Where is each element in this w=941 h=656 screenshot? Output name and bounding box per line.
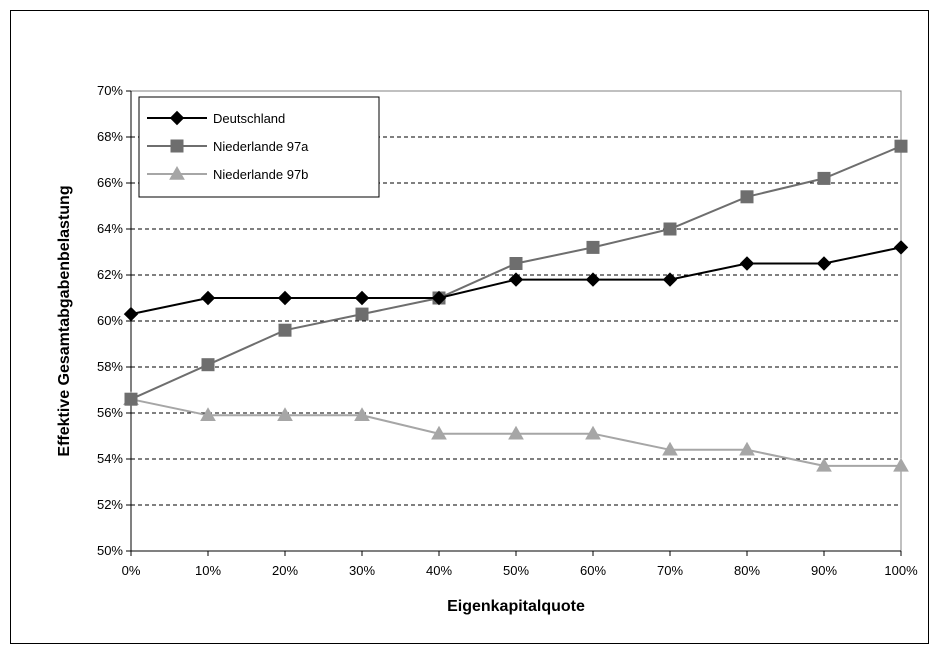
- x-tick-label: 70%: [657, 563, 683, 578]
- x-tick-label: 90%: [811, 563, 837, 578]
- data-point: [509, 257, 523, 270]
- series-deutschland: [123, 240, 909, 322]
- data-point: [278, 323, 292, 337]
- y-tick-label: 56%: [97, 405, 123, 420]
- y-tick-label: 68%: [97, 129, 123, 144]
- data-point: [662, 272, 678, 287]
- axes: 50% 52% 54% 56% 58% 60% 62% 64% 66% 68% 70% 0% 10% 20…: [97, 83, 918, 578]
- data-point: [123, 306, 139, 322]
- data-point: [354, 407, 370, 422]
- data-point: [893, 240, 909, 255]
- y-tick-label: 64%: [97, 221, 123, 236]
- data-point: [893, 457, 909, 472]
- y-tick-label: 54%: [97, 451, 123, 466]
- y-tick-label: 66%: [97, 175, 123, 190]
- data-point: [816, 256, 832, 271]
- legend-marker: [169, 165, 185, 180]
- x-tick-label: 10%: [195, 563, 221, 578]
- data-point: [277, 290, 293, 306]
- legend-label: Niederlande 97b: [213, 167, 308, 182]
- x-tick-label: 40%: [426, 563, 452, 578]
- x-tick-label: 30%: [349, 563, 375, 578]
- data-point: [662, 441, 678, 456]
- x-axis-title: Eigenkapitalquote: [447, 598, 585, 615]
- x-tick-label: 50%: [503, 563, 529, 578]
- data-point: [354, 290, 370, 306]
- y-tick-label: 52%: [97, 497, 123, 512]
- x-tick-label: 0%: [122, 563, 141, 578]
- y-axis-title: Effektive Gesamtabgabenbelastung: [56, 185, 73, 456]
- x-tick-label: 80%: [734, 563, 760, 578]
- x-tick-label: 20%: [272, 563, 298, 578]
- legend-entry: Niederlande 97b: [147, 165, 308, 182]
- legend-marker: [170, 139, 184, 153]
- chart-frame: 50% 52% 54% 56% 58% 60% 62% 64% 66% 68% 70% 0% 10% 20…: [10, 10, 929, 644]
- data-point: [816, 457, 832, 472]
- x-tick-label: 100%: [884, 563, 918, 578]
- data-point: [585, 272, 601, 287]
- data-point: [508, 272, 524, 287]
- y-tick-label: 58%: [97, 359, 123, 374]
- series-niederlande-97a: [124, 139, 908, 406]
- data-point: [200, 290, 216, 306]
- data-point: [200, 407, 216, 422]
- data-point: [431, 290, 447, 306]
- series-group: [123, 139, 909, 472]
- y-tick-label: 50%: [97, 543, 123, 558]
- legend-entry: Niederlande 97a: [147, 139, 309, 154]
- data-point: [585, 425, 601, 440]
- legend-label: Niederlande 97a: [213, 139, 309, 154]
- data-point: [277, 407, 293, 422]
- data-point: [355, 307, 369, 321]
- data-point: [124, 392, 138, 406]
- legend: Deutschland Niederlande 97a Niederlande 97…: [138, 96, 380, 198]
- legend-marker: [169, 110, 185, 126]
- data-point: [740, 190, 754, 204]
- line-chart: 50% 52% 54% 56% 58% 60% 62% 64% 66% 68% 70% 0% 10% 20…: [56, 83, 918, 615]
- data-point: [894, 139, 908, 153]
- y-tick-label: 60%: [97, 313, 123, 328]
- data-point: [508, 425, 524, 440]
- data-point: [431, 425, 447, 440]
- x-tick-label: 60%: [580, 563, 606, 578]
- data-point: [586, 240, 600, 254]
- data-point: [201, 358, 215, 372]
- data-point: [817, 171, 831, 185]
- y-tick-label: 62%: [97, 267, 123, 282]
- legend-label: Deutschland: [213, 111, 285, 126]
- data-point: [739, 441, 755, 456]
- data-point: [663, 222, 677, 236]
- legend-entry: Deutschland: [147, 110, 285, 126]
- y-tick-label: 70%: [97, 83, 123, 98]
- data-point: [739, 256, 755, 271]
